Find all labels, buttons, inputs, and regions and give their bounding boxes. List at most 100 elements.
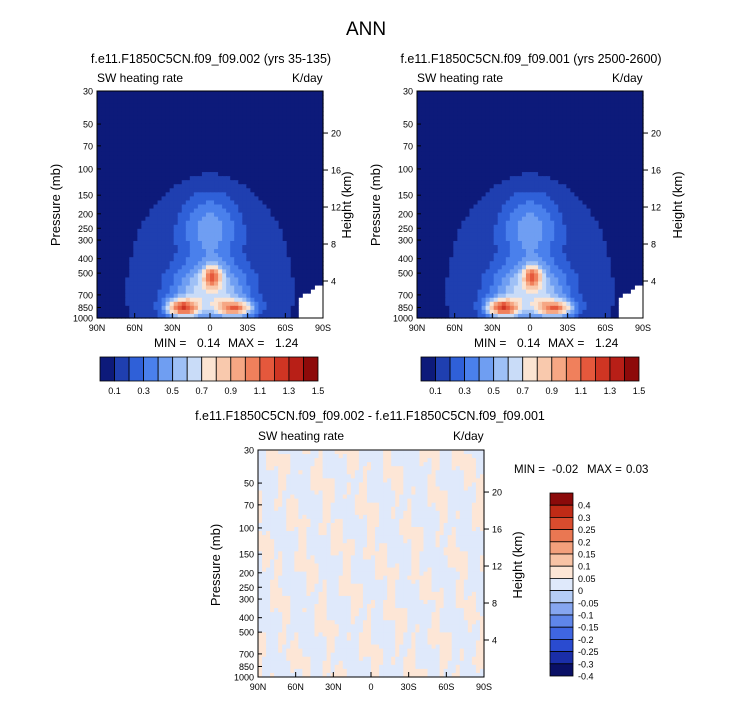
panel-2-field-cell bbox=[638, 155, 644, 161]
panel-2-field-cell bbox=[590, 204, 596, 210]
panel-2-field-cell bbox=[513, 95, 519, 100]
panel-2-field-cell bbox=[513, 212, 519, 218]
panel-1-field-cell bbox=[117, 257, 122, 262]
panel-1-field-cell bbox=[97, 281, 102, 287]
panel-1-field-cell bbox=[121, 168, 126, 173]
panel-1-field-cell bbox=[157, 245, 163, 250]
panel-1-field-cell bbox=[294, 196, 300, 202]
panel-1-field-cell bbox=[274, 139, 280, 145]
panel-1-field-cell bbox=[189, 91, 195, 96]
panel-1-field-cell bbox=[222, 115, 227, 120]
panel-1-field-cell bbox=[201, 123, 207, 129]
panel-1-field-cell bbox=[201, 212, 207, 218]
panel-1-field-cell bbox=[165, 236, 171, 242]
panel-1-field-cell bbox=[129, 123, 134, 129]
panel-1-field-cell bbox=[189, 127, 195, 133]
panel-2-field-cell bbox=[638, 115, 644, 120]
panel-1-field-cell bbox=[302, 309, 308, 315]
panel-2-field-cell bbox=[445, 192, 450, 197]
panel-1-field-cell bbox=[250, 107, 255, 112]
panel-1-field-cell bbox=[258, 269, 264, 275]
panel-2-field-cell bbox=[477, 163, 483, 169]
panel-2-field-cell bbox=[465, 143, 471, 149]
panel-1-field-cell bbox=[177, 111, 183, 116]
panel-1-field-cell bbox=[101, 192, 106, 197]
panel-1-field-cell bbox=[201, 297, 207, 303]
panel-1-y-tick-label: 30 bbox=[83, 87, 93, 97]
panel-1-colorbar-box bbox=[288, 356, 304, 382]
panel-1-field-cell bbox=[230, 119, 235, 125]
panel-2-field-cell bbox=[429, 168, 434, 173]
panel-2-field-cell bbox=[562, 107, 567, 112]
panel-1-field-cell bbox=[117, 285, 122, 291]
panel-2-field-cell bbox=[610, 123, 616, 129]
panel-2-field-cell bbox=[457, 151, 462, 157]
panel-2-field-cell bbox=[485, 176, 491, 181]
panel-1-field-cell bbox=[242, 269, 247, 275]
panel-1-field-cell bbox=[214, 115, 219, 120]
panel-1-field-cell bbox=[105, 139, 110, 145]
panel-2-field-cell bbox=[538, 184, 543, 189]
panel-1-field-cell bbox=[282, 151, 288, 157]
panel-2-field-cell bbox=[574, 143, 580, 149]
panel-2-field-cell bbox=[578, 168, 584, 173]
panel-1-field-cell bbox=[161, 176, 167, 181]
panel-1-field-cell bbox=[169, 297, 175, 303]
panel-2-field-cell bbox=[493, 123, 499, 129]
panel-1-field-cell bbox=[290, 163, 296, 169]
panel-1-field-cell bbox=[117, 111, 122, 116]
panel-1-field-cell bbox=[250, 289, 255, 295]
panel-1-field-cell bbox=[109, 155, 114, 161]
panel-1-field-cell bbox=[222, 123, 227, 129]
panel-1-field-cell bbox=[149, 277, 155, 283]
panel-2-field-cell bbox=[626, 200, 632, 206]
panel-2-field-cell bbox=[550, 168, 555, 173]
panel-2-field-cell bbox=[550, 151, 555, 157]
panel-1-field-cell bbox=[290, 204, 296, 210]
panel-2-field-cell bbox=[606, 95, 612, 100]
panel-1-field-cell bbox=[193, 115, 199, 120]
panel-2-field-cell bbox=[525, 192, 531, 197]
panel-2-field-cell bbox=[574, 99, 580, 104]
panel-1-field-cell bbox=[306, 204, 312, 210]
panel-2-field-cell bbox=[437, 143, 442, 149]
panel-1-field-cell bbox=[109, 111, 114, 116]
panel-2-field-cell bbox=[566, 99, 571, 104]
panel-2-field-cell bbox=[517, 168, 523, 173]
panel-1-field-cell bbox=[169, 147, 175, 153]
panel-1-field-cell bbox=[181, 127, 187, 133]
panel-1-field-cell bbox=[161, 147, 167, 153]
panel-2-field-cell bbox=[489, 123, 495, 129]
panel-1-field-cell bbox=[218, 273, 223, 279]
panel-1-field-cell bbox=[129, 143, 134, 149]
panel-1-field-cell bbox=[238, 257, 243, 262]
panel-2-field-cell bbox=[546, 95, 551, 100]
panel-2-field-cell bbox=[618, 184, 624, 189]
panel-2-field-cell bbox=[634, 168, 640, 173]
panel-1-field-cell bbox=[137, 176, 142, 181]
panel-1-field-cell bbox=[141, 176, 147, 181]
panel-2-field-cell bbox=[461, 180, 467, 185]
panel-2-field-cell bbox=[622, 123, 628, 129]
panel-2-field-cell bbox=[618, 147, 624, 153]
panel-1-field-cell bbox=[238, 147, 243, 153]
panel-1-field-cell bbox=[121, 273, 126, 279]
panel-2-field-cell bbox=[489, 131, 495, 137]
panel-1-field-cell bbox=[214, 305, 219, 311]
panel-1-field-cell bbox=[242, 249, 247, 254]
panel-2-field-cell bbox=[570, 204, 575, 210]
panel-1-field-cell bbox=[258, 301, 264, 307]
panel-2-field-cell bbox=[509, 168, 515, 173]
panel-1-field-cell bbox=[97, 139, 102, 145]
panel-1-field-cell bbox=[129, 281, 134, 287]
panel-1-field-cell bbox=[105, 119, 110, 125]
panel-1-field-cell bbox=[298, 200, 304, 206]
panel-2-field-cell bbox=[481, 176, 487, 181]
panel-1-field-cell bbox=[205, 123, 211, 129]
panel-2-field-cell bbox=[582, 147, 588, 153]
panel-1-field-cell bbox=[201, 172, 207, 177]
panel-1-field-cell bbox=[302, 155, 308, 161]
panel-1-field-cell bbox=[113, 208, 118, 214]
panel-2-field-cell bbox=[538, 212, 543, 218]
panel-1-field-cell bbox=[226, 285, 231, 291]
